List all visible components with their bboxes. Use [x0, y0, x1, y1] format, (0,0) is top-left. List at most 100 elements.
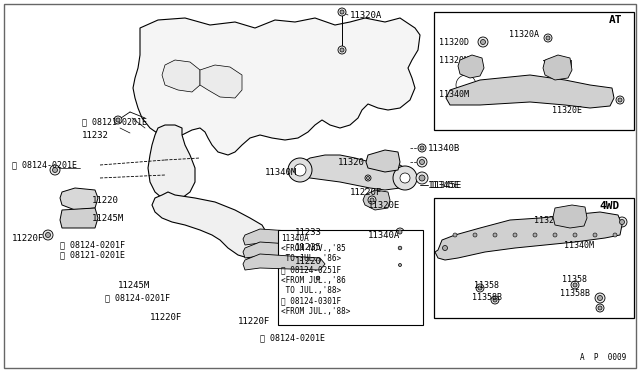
- Text: 11320A: 11320A: [509, 29, 539, 38]
- Circle shape: [367, 176, 369, 180]
- Circle shape: [598, 295, 602, 301]
- Circle shape: [616, 96, 624, 104]
- Circle shape: [420, 146, 424, 150]
- Text: 11340A: 11340A: [368, 231, 400, 240]
- Polygon shape: [60, 208, 98, 228]
- Text: 11340M: 11340M: [265, 167, 297, 176]
- Circle shape: [116, 118, 120, 122]
- Circle shape: [493, 298, 497, 302]
- Circle shape: [491, 296, 499, 304]
- Text: Ⓑ 08124-0251F: Ⓑ 08124-0251F: [281, 265, 341, 274]
- Circle shape: [50, 165, 60, 175]
- Circle shape: [398, 246, 402, 250]
- Circle shape: [400, 173, 410, 183]
- Text: 11358: 11358: [562, 276, 587, 285]
- Circle shape: [393, 166, 417, 190]
- Text: 11358B: 11358B: [472, 294, 502, 302]
- Circle shape: [456, 75, 476, 95]
- Text: 11220F: 11220F: [350, 187, 382, 196]
- Circle shape: [595, 293, 605, 303]
- Text: 11233: 11233: [295, 228, 322, 237]
- Polygon shape: [243, 242, 325, 258]
- Text: 11245M: 11245M: [92, 214, 124, 222]
- Text: 11220: 11220: [92, 196, 119, 205]
- Circle shape: [340, 10, 344, 14]
- Polygon shape: [446, 75, 614, 108]
- Circle shape: [618, 98, 622, 102]
- Text: AT: AT: [609, 15, 622, 25]
- Circle shape: [419, 175, 425, 181]
- Polygon shape: [435, 212, 622, 260]
- Text: 11340M: 11340M: [439, 90, 469, 99]
- Polygon shape: [458, 55, 484, 78]
- Text: <FROM NOV.,'85: <FROM NOV.,'85: [281, 244, 346, 253]
- Circle shape: [546, 36, 550, 40]
- Circle shape: [442, 246, 447, 250]
- Polygon shape: [133, 18, 420, 155]
- Circle shape: [571, 281, 579, 289]
- Bar: [434, 198, 634, 318]
- Circle shape: [573, 233, 577, 237]
- Text: A  P  0009: A P 0009: [580, 353, 627, 362]
- Text: 11320E: 11320E: [552, 106, 582, 115]
- Text: Ⓑ 08124-0301F: Ⓑ 08124-0301F: [281, 296, 341, 305]
- Text: Ⓑ 08124-0201E: Ⓑ 08124-0201E: [12, 160, 77, 170]
- Circle shape: [553, 233, 557, 237]
- Text: 4WD: 4WD: [600, 201, 620, 211]
- Circle shape: [533, 233, 537, 237]
- Circle shape: [338, 46, 346, 54]
- Text: 11320D: 11320D: [439, 38, 469, 46]
- Circle shape: [286, 238, 294, 246]
- Polygon shape: [543, 55, 572, 80]
- Text: 11220: 11220: [295, 257, 322, 266]
- Text: 11245M: 11245M: [118, 280, 150, 289]
- Circle shape: [288, 158, 312, 182]
- Circle shape: [43, 230, 53, 240]
- Text: 11235: 11235: [295, 244, 322, 253]
- Circle shape: [593, 88, 607, 102]
- Circle shape: [453, 233, 457, 237]
- Circle shape: [493, 233, 497, 237]
- Text: <FROM JUL.,'86: <FROM JUL.,'86: [281, 276, 346, 285]
- Text: 11320E: 11320E: [368, 201, 400, 209]
- Text: 11220F: 11220F: [150, 314, 182, 323]
- Circle shape: [473, 233, 477, 237]
- Polygon shape: [553, 205, 587, 228]
- Bar: [434, 12, 634, 130]
- Circle shape: [396, 228, 404, 236]
- Polygon shape: [366, 150, 400, 172]
- Circle shape: [397, 262, 403, 268]
- Circle shape: [478, 37, 488, 47]
- Text: 11345E: 11345E: [430, 180, 462, 189]
- Text: 11220F: 11220F: [12, 234, 44, 243]
- Text: Ⓑ 08124-0201F: Ⓑ 08124-0201F: [105, 294, 170, 302]
- Text: 11340B: 11340B: [428, 144, 460, 153]
- Circle shape: [397, 244, 403, 251]
- Circle shape: [340, 48, 344, 52]
- Circle shape: [399, 263, 401, 266]
- Circle shape: [544, 34, 552, 42]
- Text: Ⓑ 08121-0201E: Ⓑ 08121-0201E: [82, 118, 147, 126]
- Circle shape: [419, 160, 424, 164]
- Circle shape: [593, 233, 597, 237]
- Text: 11358B: 11358B: [560, 289, 590, 298]
- Circle shape: [416, 172, 428, 184]
- Text: Ⓑ 08124-0201F: Ⓑ 08124-0201F: [60, 241, 125, 250]
- Circle shape: [294, 164, 306, 176]
- Polygon shape: [60, 188, 98, 210]
- Text: 11340M: 11340M: [564, 241, 594, 250]
- Circle shape: [417, 157, 427, 167]
- Bar: [278, 230, 423, 325]
- Circle shape: [598, 306, 602, 310]
- Circle shape: [52, 167, 58, 173]
- Circle shape: [573, 283, 577, 287]
- Text: 11345E: 11345E: [428, 180, 460, 189]
- Polygon shape: [200, 65, 242, 98]
- Circle shape: [418, 144, 426, 152]
- Text: 11320M: 11320M: [542, 60, 572, 68]
- Text: Ⓑ 08124-0201E: Ⓑ 08124-0201E: [260, 334, 325, 343]
- Polygon shape: [296, 155, 410, 190]
- Text: 11320A: 11320A: [350, 10, 382, 19]
- Circle shape: [481, 39, 486, 45]
- Circle shape: [282, 234, 298, 250]
